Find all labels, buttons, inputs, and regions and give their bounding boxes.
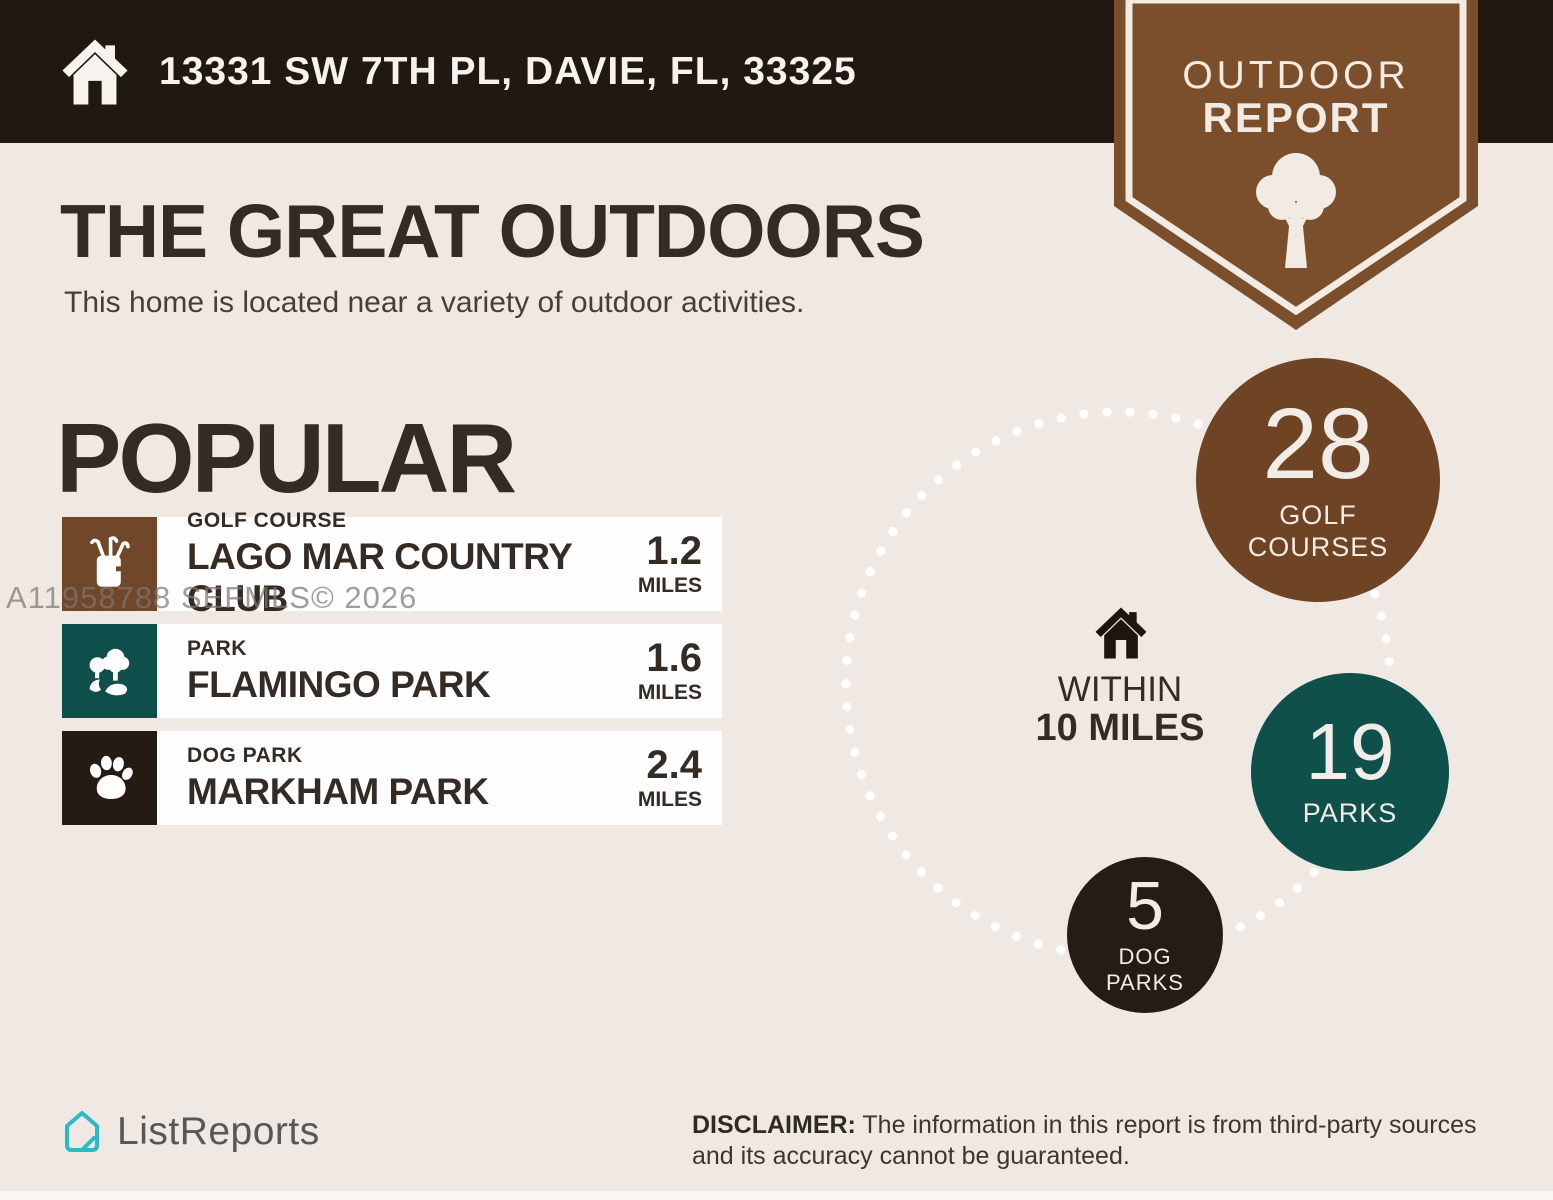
stat-value: 5 — [1126, 868, 1164, 945]
stat-label: PARKS — [1302, 798, 1398, 829]
place-name: FLAMINGO PARK — [187, 663, 491, 705]
place-name: MARKHAM PARK — [187, 770, 489, 812]
distance: 1.6 MILES — [587, 624, 722, 718]
mls-watermark: A11958788 SEFMLS© 2026 — [6, 580, 418, 615]
list-item-text: PARK FLAMINGO PARK — [157, 624, 587, 718]
badge-title-line2: REPORT — [1202, 94, 1389, 141]
badge-inner-border — [1125, 0, 1467, 316]
badge-title-line1: OUTDOOR — [1182, 54, 1409, 97]
distance-value: 1.6 — [646, 635, 702, 680]
within-label: WITHIN — [1057, 670, 1183, 709]
home-icon — [62, 38, 128, 105]
category-label: DOG PARK — [187, 743, 303, 767]
list-item-dog-park: DOG PARK MARKHAM PARK 2.4 MILES — [62, 731, 722, 825]
listreports-logo: ListReports — [60, 1108, 320, 1156]
stat-label: GOLF COURSES — [1247, 499, 1389, 562]
disclaimer-label: DISCLAIMER: — [692, 1111, 856, 1139]
stat-bubble-parks: 19 PARKS — [1251, 673, 1449, 871]
outdoor-report-badge: OUTDOOR REPORT — [1114, 0, 1478, 330]
within-miles-label: 10 MILES — [1035, 707, 1205, 749]
listreports-house-icon — [65, 1111, 99, 1152]
stat-bubble-golf-courses: 28 GOLF COURSES — [1196, 358, 1440, 602]
list-item-text: GOLF COURSE LAGO MAR COUNTRY CLUB — [157, 509, 587, 619]
popular-heading: POPULAR — [56, 403, 517, 513]
tree-icon — [1256, 153, 1336, 268]
distance: 1.2 MILES — [587, 517, 722, 611]
distance-value: 1.2 — [646, 528, 702, 573]
property-address: 13331 SW 7TH PL, DAVIE, FL, 33325 — [159, 49, 857, 93]
stat-label: DOG PARKS — [1106, 943, 1184, 995]
brand-name: ListReports — [117, 1110, 320, 1153]
paw-icon — [62, 731, 157, 825]
distance: 2.4 MILES — [587, 731, 722, 825]
distance-unit: MILES — [637, 680, 702, 704]
park-icon — [62, 624, 157, 718]
disclaimer-body: The information in this report is from t… — [692, 1111, 1477, 1171]
place-name: LAGO MAR COUNTRY CLUB — [187, 535, 572, 619]
stat-value: 19 — [1305, 707, 1395, 797]
bottom-edge-strip — [0, 1191, 1553, 1200]
category-label: PARK — [187, 636, 247, 660]
popular-list: GOLF COURSE LAGO MAR COUNTRY CLUB 1.2 MI… — [62, 509, 722, 838]
disclaimer-text: DISCLAIMER: The information in this repo… — [692, 1110, 1497, 1173]
distance-unit: MILES — [637, 787, 702, 811]
distance-unit: MILES — [637, 573, 702, 597]
list-item-text: DOG PARK MARKHAM PARK — [157, 731, 587, 825]
category-label: GOLF COURSE — [187, 508, 347, 532]
stat-bubble-dog-parks: 5 DOG PARKS — [1067, 857, 1223, 1013]
distance-value: 2.4 — [646, 742, 702, 787]
golf-bag-icon — [62, 517, 157, 611]
page-subtitle: This home is located near a variety of o… — [64, 286, 805, 319]
list-item-golf-course: GOLF COURSE LAGO MAR COUNTRY CLUB 1.2 MI… — [62, 509, 722, 619]
list-item-park: PARK FLAMINGO PARK 1.6 MILES — [62, 624, 722, 718]
stat-value: 28 — [1262, 387, 1374, 500]
home-marker-icon — [1095, 607, 1147, 659]
page-title: THE GREAT OUTDOORS — [60, 189, 925, 273]
